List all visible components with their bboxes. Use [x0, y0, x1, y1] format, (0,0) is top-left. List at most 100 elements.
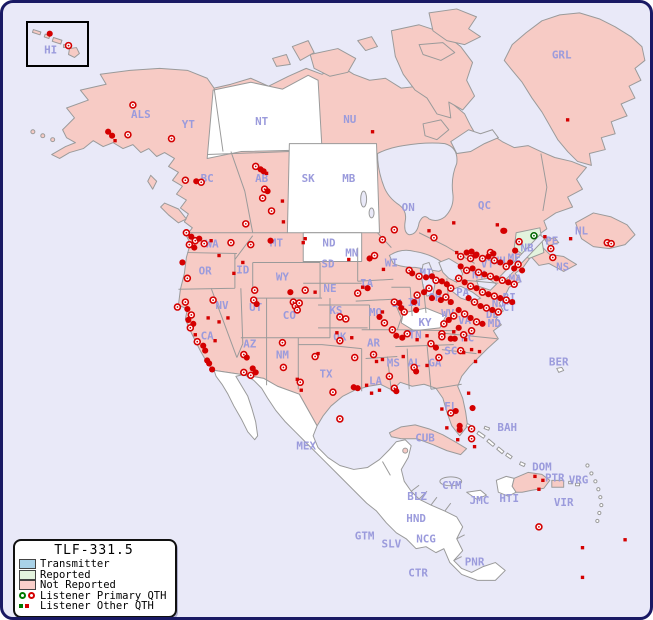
listener-marker-ring [456, 252, 465, 261]
region-label-slv: SLV [382, 538, 402, 551]
listener-marker-ring [187, 311, 196, 319]
listener-marker-ring [447, 409, 455, 417]
listener-marker-ring [278, 338, 287, 347]
haida-gwaii [147, 174, 158, 190]
region-label-id: ID [236, 263, 250, 276]
bahamas-island [483, 425, 491, 431]
region-label-blz: BLZ [407, 490, 427, 503]
listener-marker-dot [422, 274, 430, 281]
listener-marker-dot [191, 244, 198, 251]
listener-marker-ring [329, 388, 337, 396]
listener-marker-dot [461, 279, 468, 286]
region-label-ns: NS [556, 260, 569, 273]
bahamas-island [505, 452, 513, 460]
listener-marker-ring [403, 330, 411, 338]
listener-marker-gring [530, 231, 538, 240]
antilles-island [593, 479, 598, 484]
listener-markers-layer [46, 30, 627, 580]
region-nt [206, 74, 323, 159]
listener-marker-ring [467, 434, 476, 443]
legend-row-other-qth: Listener Other QTH [19, 600, 169, 612]
listener-marker-sq [452, 330, 456, 334]
region-label-nv: NV [215, 299, 229, 312]
listener-marker-dot [432, 344, 440, 351]
region-label-nb: NB [520, 242, 534, 255]
listener-marker-ring [186, 324, 195, 332]
listener-marker-ring [490, 292, 499, 300]
listener-marker-sq [472, 444, 477, 449]
region-label-la: LA [369, 374, 383, 387]
listener-marker-sq [232, 271, 236, 276]
aleutian-island [30, 129, 36, 135]
legend-row-primary-qth: Listener Primary QTH [19, 590, 169, 602]
hawaii-island [31, 29, 42, 36]
region-label-md: MD [488, 317, 502, 330]
primary-qth-red-ring-icon [28, 592, 35, 600]
listener-marker-sq [281, 220, 286, 224]
listener-marker-ring [478, 288, 487, 296]
listener-marker-ring [209, 296, 217, 304]
region-label-ky: KY [418, 316, 432, 329]
listener-marker-dot [512, 247, 519, 254]
listener-marker-sq [381, 267, 386, 272]
hawaii-big-island [68, 47, 80, 58]
listener-marker-ring [490, 256, 499, 265]
listener-marker-dot [490, 250, 497, 257]
region-label-mex: MEX [296, 440, 316, 453]
bermuda [556, 366, 565, 373]
primary-qth-green-ring-icon [19, 592, 26, 600]
region-sk-mb [286, 143, 380, 234]
listener-marker-ring [370, 251, 379, 260]
listener-marker-dot [420, 289, 428, 296]
listener-marker-ring [502, 262, 511, 271]
region-label-ber: BER [549, 355, 569, 368]
listener-marker-ring [466, 282, 475, 290]
antilles-island [589, 471, 594, 476]
listener-marker-sq [463, 338, 468, 342]
listener-marker-sq [301, 240, 305, 245]
listener-marker-ring [438, 332, 446, 341]
listener-marker-ring [181, 298, 190, 306]
listener-marker-sq [377, 388, 382, 392]
region-label-cym: CYM [442, 479, 462, 492]
listener-marker-sq [425, 334, 429, 338]
listener-marker-ring [258, 194, 267, 202]
legend-title: TLF-331.5 [54, 543, 134, 558]
listener-marker-sq [264, 171, 269, 176]
listener-marker-ring [510, 280, 518, 289]
listener-marker-ring [482, 304, 491, 312]
listener-marker-ring [64, 41, 73, 50]
listener-marker-sq [537, 487, 541, 491]
listener-marker-dot [465, 295, 472, 302]
puerto-rico [551, 479, 565, 488]
listener-marker-sq [360, 285, 365, 289]
listener-marker-ring [267, 207, 276, 215]
listener-marker-sq [415, 338, 419, 342]
listener-marker-ring [390, 226, 399, 234]
antilles-island [598, 495, 603, 500]
listener-marker-sq [445, 426, 449, 430]
listener-marker-dot [519, 267, 526, 274]
region-label-nl: NL [575, 225, 589, 238]
listener-marker-dot [393, 388, 400, 395]
region-label-ms: MS [387, 356, 400, 369]
listener-marker-dot [411, 299, 418, 306]
turks-island [518, 461, 526, 468]
listener-marker-dot [455, 306, 462, 314]
listener-marker-dot [399, 334, 406, 341]
landmass-mexico-central-america [213, 369, 506, 581]
listener-marker-dot [196, 235, 203, 242]
listener-marker-ring [607, 239, 615, 248]
region-label-hti: HTI [499, 492, 519, 505]
listener-marker-dot [413, 306, 420, 314]
region-label-mb: MB [342, 172, 356, 185]
bahamas-island [486, 438, 496, 447]
listener-marker-sq [226, 316, 230, 320]
region-label-grl: GRL [552, 48, 572, 61]
listener-marker-sq [295, 377, 299, 382]
region-label-wa: WA [206, 238, 220, 251]
listener-marker-dot [451, 335, 458, 342]
listener-marker-ring [378, 235, 387, 244]
region-label-wy: WY [276, 270, 290, 283]
not-reported-swatch [19, 580, 36, 591]
